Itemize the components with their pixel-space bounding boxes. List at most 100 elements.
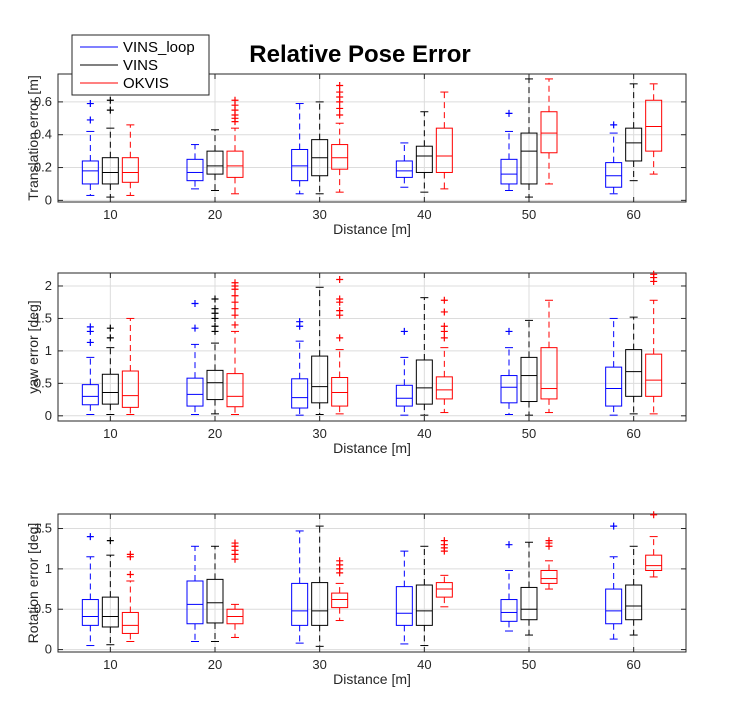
yaw-ytick-label: 1.5: [34, 310, 52, 325]
translation-box-vins_loop-60: [605, 121, 623, 195]
iqr-box: [81, 599, 99, 626]
outlier-marker: [231, 539, 239, 547]
yaw-box-okvis-30: [331, 275, 349, 415]
rotation-ytick-label: 1: [45, 561, 52, 576]
iqr-box: [101, 157, 119, 185]
translation-xlabel: Distance [m]: [333, 221, 411, 237]
translation-box-vins-60: [625, 83, 643, 182]
yaw-xtick-label: 30: [312, 426, 326, 441]
rotation-box-vins-60: [625, 545, 643, 636]
iqr-box: [415, 584, 433, 626]
legend-item-okvis: OKVIS: [80, 75, 169, 92]
iqr-box: [331, 377, 349, 407]
iqr-box: [435, 582, 453, 598]
yaw-box-vins-40: [415, 297, 433, 416]
translation-box-okvis-50: [540, 78, 558, 185]
iqr-box: [101, 596, 119, 628]
translation-ytick-label: 0.4: [34, 127, 52, 142]
translation-box-vins_loop-40: [395, 142, 413, 188]
outlier-marker: [231, 298, 239, 306]
translation-box-okvis-40: [435, 91, 453, 190]
outlier-marker: [126, 571, 134, 579]
rotation-box-okvis-60: [645, 511, 663, 578]
outlier-marker: [336, 307, 344, 315]
iqr-box: [186, 158, 204, 182]
iqr-box: [331, 592, 349, 609]
yaw-box-vins-50: [520, 319, 538, 416]
outlier-marker: [336, 557, 344, 565]
rotation-error-plot: 0 0.5 1 1.5 10 20 30 40 50 60 Distance [m] Rotation…: [25, 511, 687, 687]
yaw-box-okvis-50: [540, 299, 558, 414]
outlier-marker: [610, 522, 618, 530]
iqr-box: [435, 376, 453, 400]
outlier-marker: [296, 318, 304, 326]
yaw-box-vins-10: [101, 324, 119, 416]
outlier-marker: [336, 88, 344, 96]
rotation-xlabel: Distance [m]: [333, 671, 411, 687]
iqr-box: [226, 373, 244, 408]
iqr-box: [291, 378, 309, 409]
rotation-box-vins-50: [520, 541, 538, 636]
outlier-marker: [650, 270, 658, 278]
outlier-marker: [610, 121, 618, 129]
iqr-box: [395, 586, 413, 626]
translation-xtick-label: 60: [626, 207, 640, 222]
yaw-box-vins-60: [625, 316, 643, 415]
iqr-box: [226, 150, 244, 178]
iqr-box: [291, 148, 309, 182]
outlier-marker: [231, 292, 239, 300]
yaw-ytick-label: 0: [45, 408, 52, 423]
translation-box-okvis-20: [226, 96, 244, 195]
iqr-box: [540, 111, 558, 154]
outlier-marker: [336, 104, 344, 112]
iqr-box: [415, 359, 433, 405]
translation-box-vins-50: [520, 78, 538, 198]
yaw-series-vins_loop: [81, 300, 623, 416]
outlier-marker: [505, 109, 513, 117]
outlier-marker: [106, 334, 114, 342]
figure-title: Relative Pose Error: [249, 41, 470, 68]
outlier-marker: [126, 550, 134, 558]
yaw-box-vins-20: [206, 295, 224, 415]
outlier-marker: [440, 537, 448, 545]
iqr-box: [605, 588, 623, 625]
outlier-marker: [211, 305, 219, 313]
outlier-marker: [231, 279, 239, 287]
outlier-marker: [86, 100, 94, 108]
rotation-ylabel: Rotation error [deg]: [25, 523, 41, 644]
yaw-box-vins_loop-20: [186, 300, 204, 416]
iqr-box: [500, 375, 518, 404]
rotation-box-vins-20: [206, 545, 224, 643]
rotation-ytick-label: 1.5: [34, 521, 52, 536]
translation-box-vins_loop-20: [186, 144, 204, 190]
translation-xtick-label: 30: [312, 207, 326, 222]
iqr-box: [395, 160, 413, 178]
iqr-box: [520, 356, 538, 403]
rotation-box-okvis-10: [121, 550, 139, 643]
outlier-marker: [336, 81, 344, 89]
translation-box-okvis-10: [121, 124, 139, 196]
rotation-box-okvis-30: [331, 557, 349, 622]
outlier-marker: [545, 537, 553, 545]
iqr-box: [605, 366, 623, 407]
translation-axes-frame: [57, 73, 687, 203]
rotation-box-vins_loop-50: [500, 541, 518, 632]
iqr-box: [311, 582, 329, 626]
outlier-marker: [231, 305, 239, 313]
outlier-marker: [211, 322, 219, 330]
iqr-box: [81, 160, 99, 185]
iqr-box: [121, 157, 139, 183]
outlier-marker: [440, 322, 448, 330]
rotation-box-vins_loop-10: [81, 533, 99, 647]
yaw-xtick-label: 40: [417, 426, 431, 441]
outlier-marker: [106, 96, 114, 104]
yaw-xtick-label: 10: [103, 426, 117, 441]
yaw-ytick-label: 1: [45, 343, 52, 358]
yaw-series-okvis: [121, 270, 663, 416]
yaw-ytick-label: 2: [45, 278, 52, 293]
outlier-marker: [440, 334, 448, 342]
yaw-box-okvis-60: [645, 270, 663, 415]
outlier-marker: [400, 327, 408, 335]
iqr-box: [291, 582, 309, 626]
translation-xtick-label: 40: [417, 207, 431, 222]
